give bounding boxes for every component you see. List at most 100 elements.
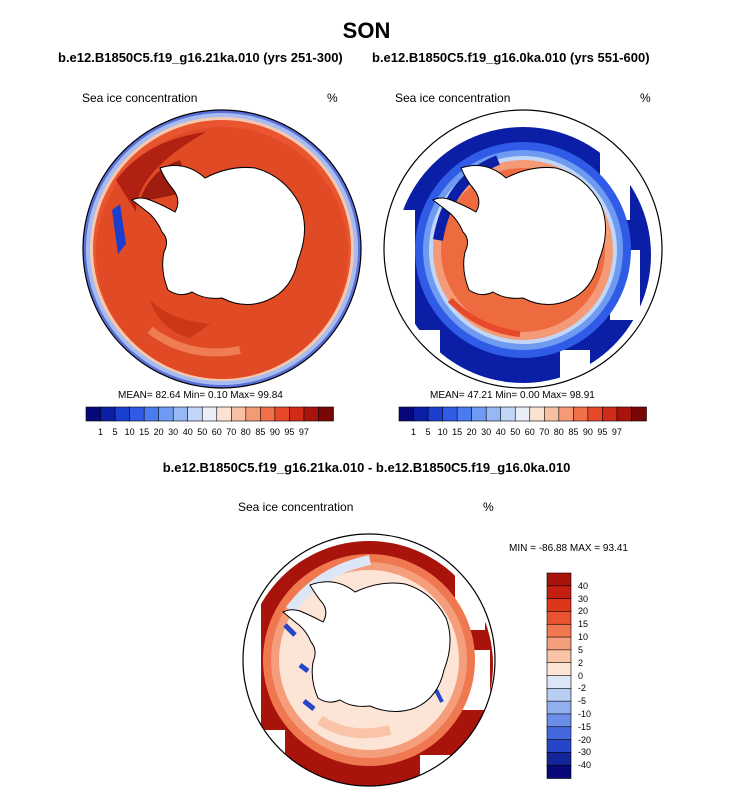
panel-2-title: b.e12.B1850C5.f19_g16.0ka.010 (yrs 551-6… [372,50,650,65]
panel-2-variable-label: Sea ice concentration [395,91,511,105]
diff-colorbar-labels: 40 30 20 15 10 5 2 0 -2 -5 -10 -15 -20 -30 -40 [578,0,618,788]
colorbar-tick-label: -20 [578,734,592,745]
colorbar-swatch [413,406,429,422]
colorbar-swatch [546,700,572,715]
colorbar-swatch [427,406,444,422]
colorbar-swatch [303,406,320,422]
colorbar-swatch [318,406,334,422]
colorbar-tick-label: 97 [611,427,622,437]
colorbar-tick-label: -10 [578,708,592,719]
colorbar-tick-label: 10 [437,427,448,437]
colorbar-swatch [398,406,415,422]
colorbar-tick-label: 90 [269,427,280,437]
colorbar-tick-label: 20 [153,427,164,437]
colorbar-swatch [546,688,572,702]
colorbar-tick-label: 85 [568,427,579,437]
colorbar-swatch [129,406,145,422]
colorbar-swatch [546,739,572,754]
colorbar-swatch [546,636,572,651]
colorbar-tick-label: 40 [495,427,506,437]
colorbar-tick-label: 50 [510,427,521,437]
colorbar-swatch [546,662,572,677]
colorbar-swatch [546,713,572,728]
colorbar-swatch [114,406,131,422]
colorbar-tick-label: 90 [582,427,593,437]
colorbar-tick-label: 30 [168,427,179,437]
map-panel-diff [242,533,496,787]
colorbar-tick-label: 15 [139,427,150,437]
colorbar-swatch [158,406,174,422]
panel-2-units-label: % [640,91,651,105]
colorbar-swatch [546,585,572,600]
colorbar-tick-label: 2 [578,657,584,668]
panel-1-units-label: % [327,91,338,105]
colorbar-tick-label: -5 [578,696,587,707]
colorbar-tick-label: 80 [240,427,251,437]
panel-2-antarctica-outline [432,165,606,305]
colorbar-swatch [514,406,531,422]
colorbar-swatch [546,675,572,690]
colorbar-swatch [245,406,262,422]
colorbar-tick-label: 95 [284,427,295,437]
colorbar-tick-label: 0 [578,670,584,681]
colorbar-swatch [500,406,517,422]
diff-variable-label: Sea ice concentration [238,500,354,514]
panel-1-antarctica-outline [131,165,305,305]
colorbar-tick-label: 40 [182,427,193,437]
colorbar-swatch [471,406,487,422]
colorbar-swatch [485,406,502,422]
colorbar-swatch [546,611,572,626]
panel-2-colorbar [398,406,647,422]
colorbar-swatch [187,406,204,422]
colorbar-swatch [529,406,546,422]
colorbar-swatch [260,406,276,422]
colorbar-swatch [456,406,473,422]
colorbar-swatch [546,598,572,613]
colorbar-swatch [230,406,247,422]
colorbar-tick-label: 5 [112,427,118,437]
colorbar-swatch [543,406,560,422]
colorbar-tick-label: 5 [425,427,431,437]
diff-stats: MIN = -86.88 MAX = 93.41 [509,543,628,554]
colorbar-tick-label: -30 [578,747,592,758]
colorbar-tick-label: 85 [255,427,266,437]
colorbar-tick-label: -15 [578,721,592,732]
colorbar-tick-label: 30 [481,427,492,437]
colorbar-swatch [558,406,575,422]
colorbar-tick-label: 60 [211,427,222,437]
colorbar-swatch [546,623,572,638]
colorbar-swatch [546,752,572,766]
colorbar-tick-label: 20 [578,606,589,617]
map-panel-2 [383,109,663,389]
colorbar-tick-label: 30 [578,593,589,604]
colorbar-tick-label: 40 [578,580,589,591]
colorbar-tick-label: 70 [539,427,550,437]
panel-1-colorbar [85,406,334,422]
colorbar-swatch [442,406,458,422]
colorbar-tick-label: 5 [578,644,584,655]
colorbar-swatch [85,406,102,422]
diff-units-label: % [483,500,494,514]
colorbar-swatch [100,406,116,422]
colorbar-swatch [546,726,572,741]
colorbar-tick-label: 15 [578,619,589,630]
colorbar-tick-label: -40 [578,760,592,771]
colorbar-swatch [546,572,572,587]
colorbar-tick-label: 50 [197,427,208,437]
colorbar-tick-label: 70 [226,427,237,437]
diff-title: b.e12.B1850C5.f19_g16.21ka.010 - b.e12.B… [162,460,571,475]
colorbar-swatch [274,406,291,422]
colorbar-swatch [616,406,633,422]
colorbar-tick-label: 20 [466,427,477,437]
panel-1-colorbar-labels: 1 5 10 15 20 30 40 50 60 70 80 85 90 95 97 [0,427,733,439]
colorbar-swatch [201,406,218,422]
colorbar-swatch [631,406,647,422]
colorbar-tick-label: 10 [124,427,135,437]
colorbar-swatch [546,764,572,779]
colorbar-tick-label: 60 [524,427,535,437]
colorbar-tick-label: 95 [597,427,608,437]
colorbar-tick-label: 1 [98,427,104,437]
panel-2-stats: MEAN= 47.21 Min= 0.00 Max= 98.91 [430,390,595,401]
panel-1-variable-label: Sea ice concentration [82,91,198,105]
colorbar-swatch [289,406,305,422]
